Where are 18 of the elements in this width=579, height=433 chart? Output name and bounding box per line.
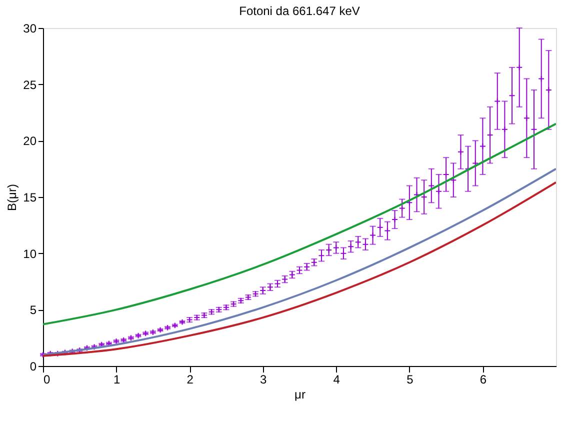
x-tick-label: 0 [44,372,50,386]
x-tick-label: 3 [260,372,268,386]
x-tick-label: 6 [480,372,487,386]
y-tick-label: 15 [23,190,37,204]
x-axis-title: μr [294,388,306,402]
y-tick-label: 0 [30,360,37,374]
y-tick-label: 25 [23,78,37,92]
x-tick-label: 1 [113,372,120,386]
y-tick-label: 10 [23,246,37,261]
x-tick-label: 5 [406,372,414,386]
y-tick-label: 30 [23,22,37,36]
y-tick-label: 5 [30,303,37,318]
chart-title: Fotoni da 661.647 keV [239,4,360,18]
x-tick-label: 4 [333,372,340,386]
y-tick-label: 20 [23,134,37,148]
y-axis-title: B(μr) [5,184,20,211]
x-tick-label: 2 [186,372,194,386]
line-series [43,122,556,326]
